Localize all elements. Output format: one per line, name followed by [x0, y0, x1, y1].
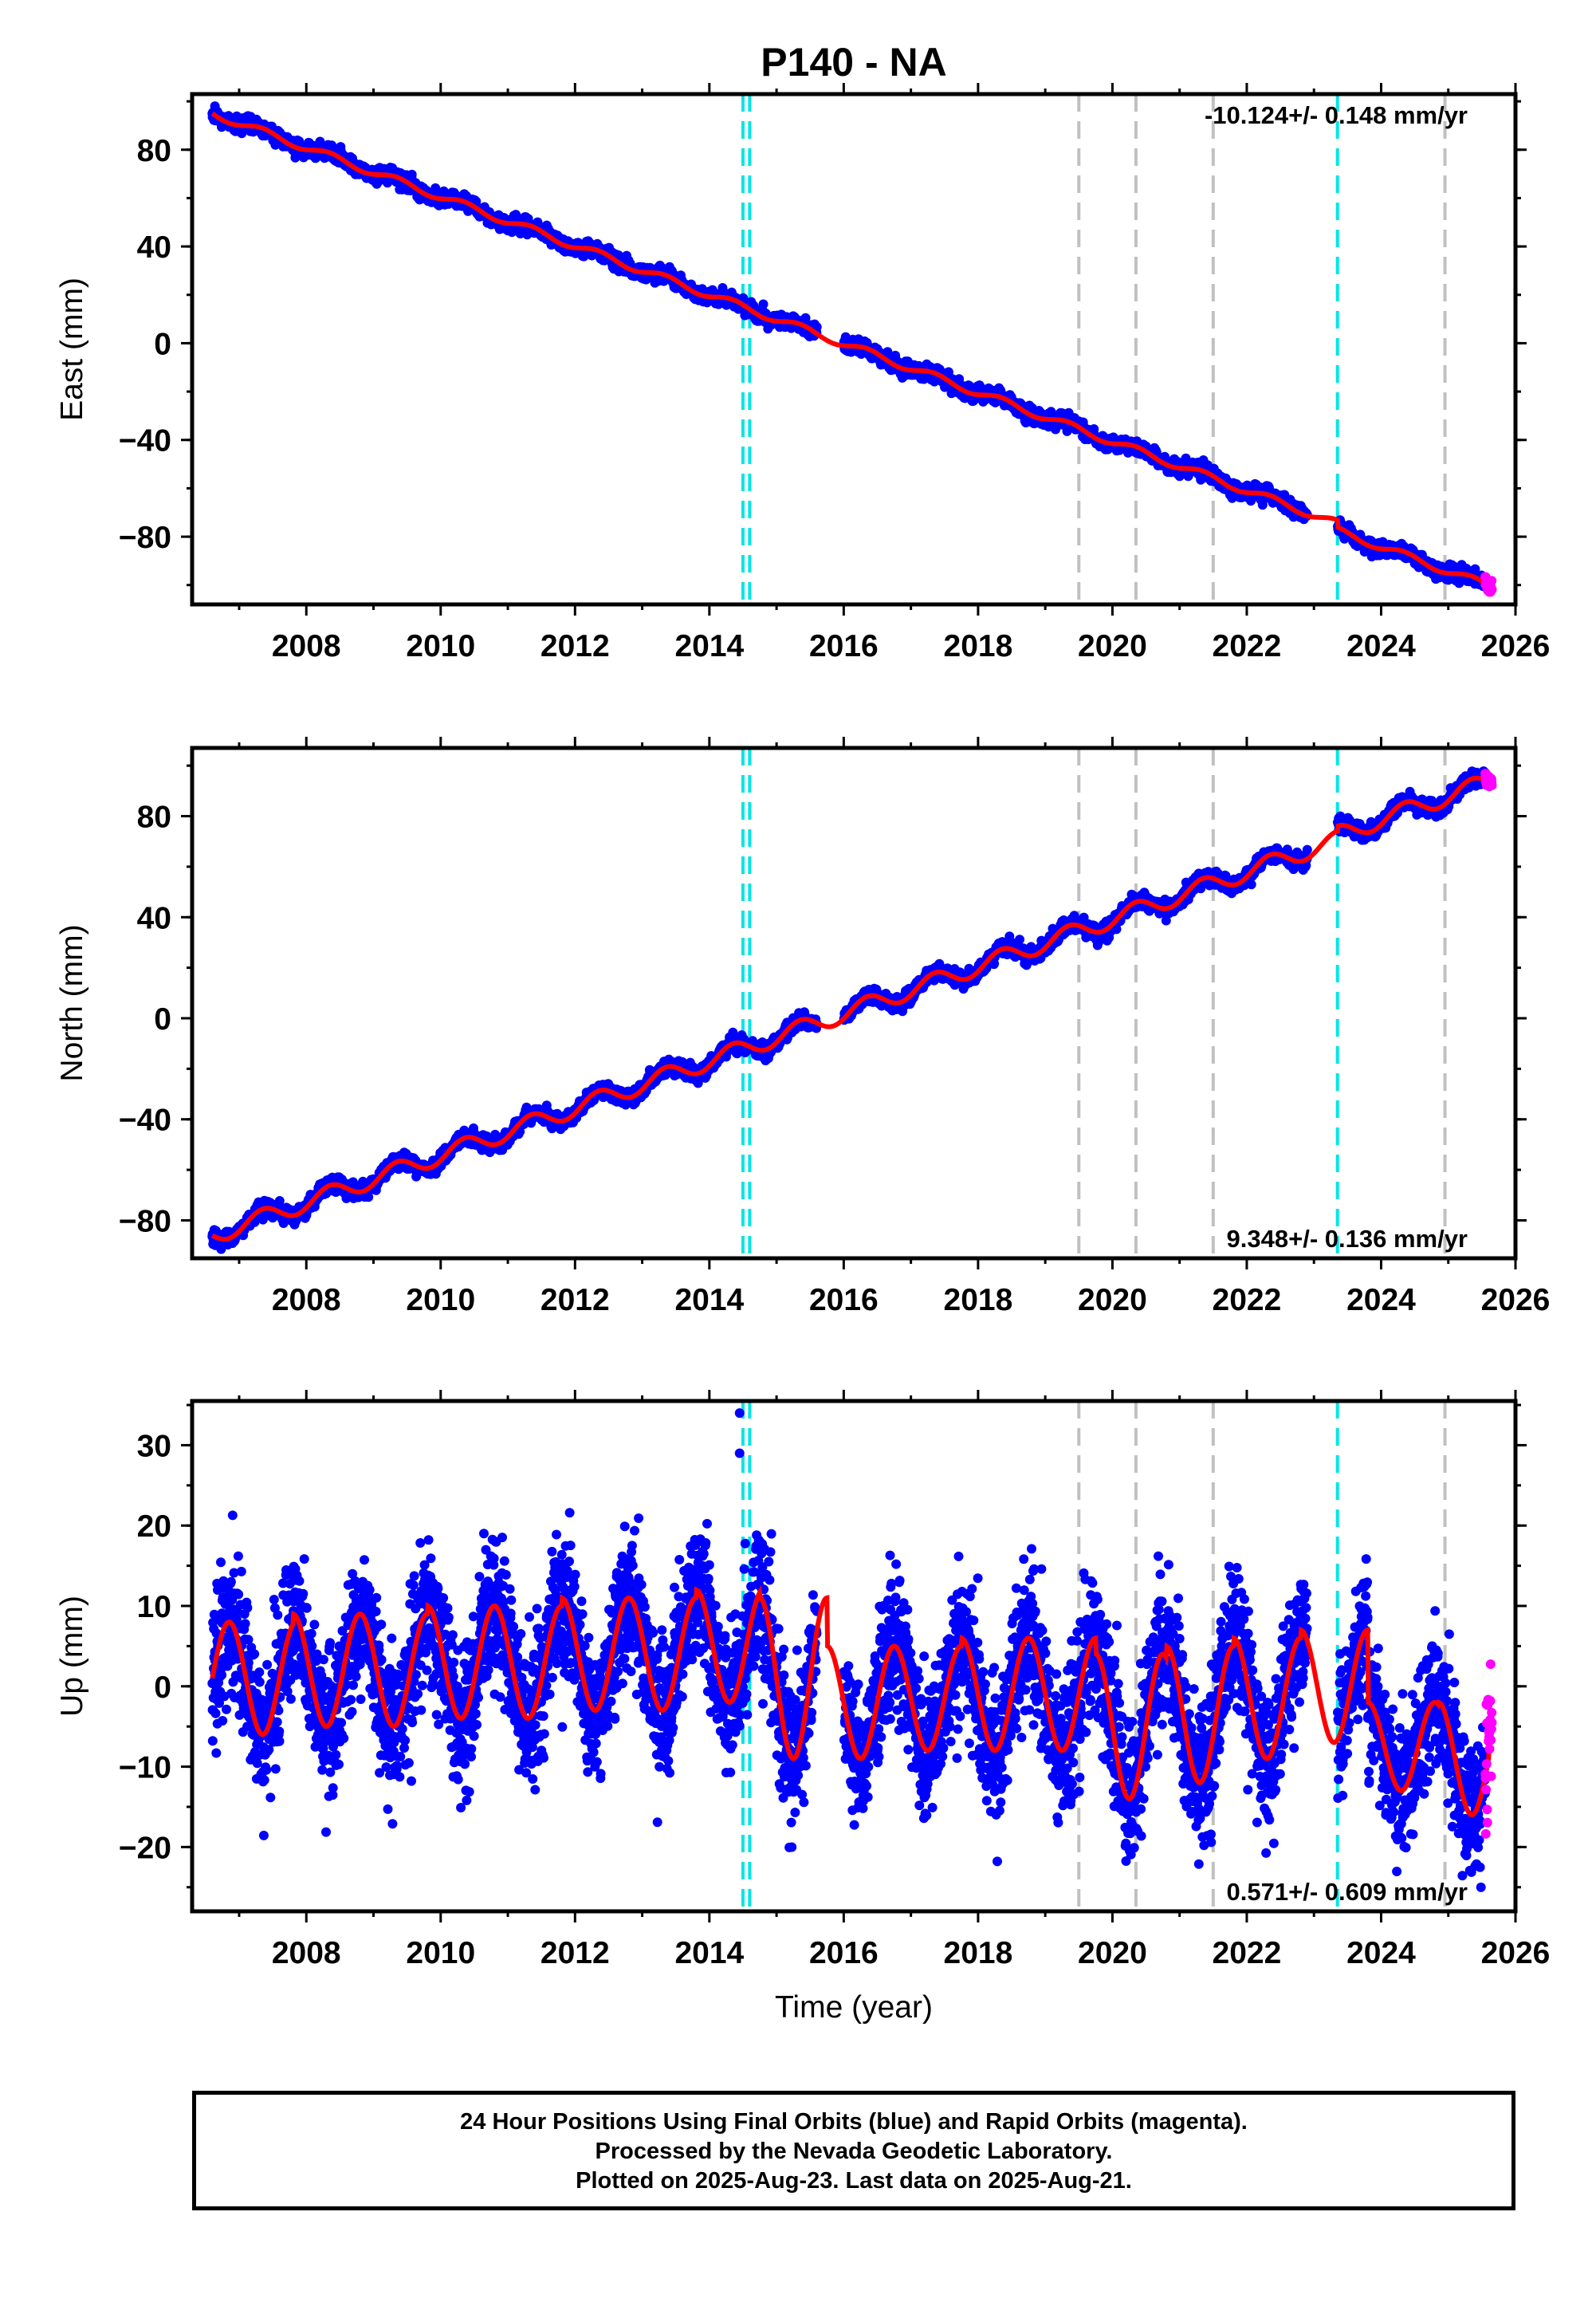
- data-point: [758, 299, 769, 309]
- event-lines: [741, 94, 1447, 604]
- figure-title: P140 - NA: [761, 40, 946, 85]
- panels: 2008 2010 2012 2014 2016 2018 2020 2022 2024 2026…: [55, 83, 1550, 2025]
- panel-east: 2008 2010 2012 2014 2016 2018 2020 2022 2024 2026…: [55, 83, 1550, 663]
- data-point: [407, 169, 417, 179]
- data-point: [430, 183, 441, 193]
